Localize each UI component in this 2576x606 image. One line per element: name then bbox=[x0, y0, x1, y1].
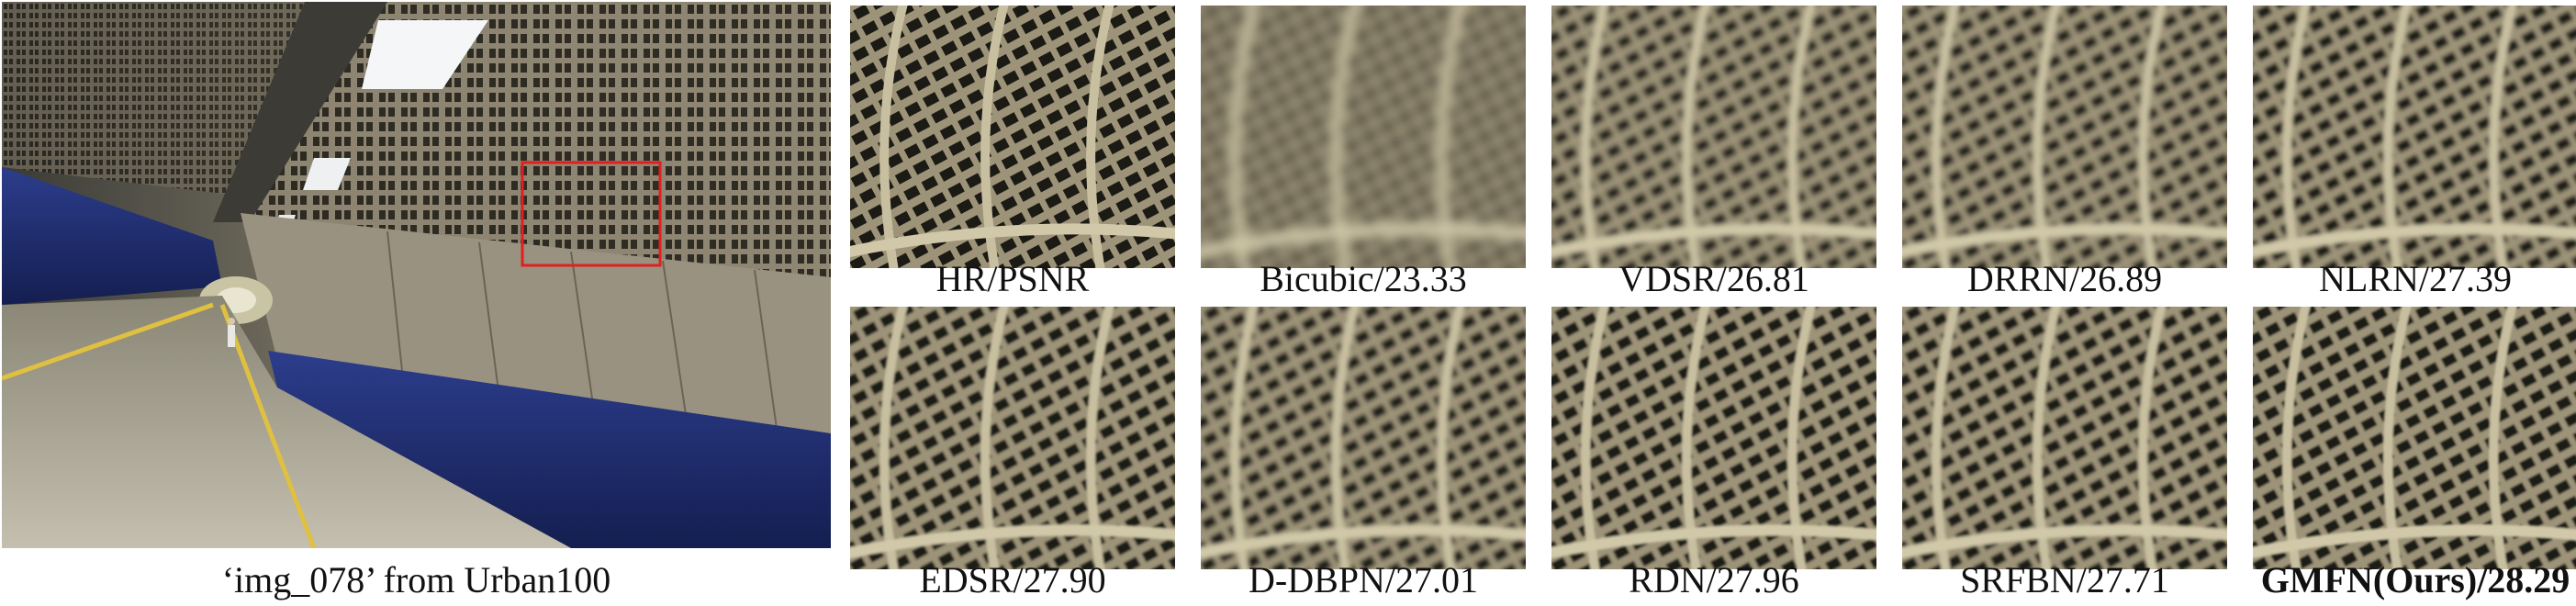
crop-image-ddbpn bbox=[1201, 307, 1526, 569]
crop-image-hr bbox=[850, 6, 1175, 268]
highlight-box bbox=[521, 161, 662, 267]
crop-caption-rdn: RDN/27.96 bbox=[1629, 559, 1799, 600]
crop-caption-srfbn: SRFBN/27.71 bbox=[1960, 559, 2169, 600]
crop-image-nlrn bbox=[2253, 6, 2576, 268]
crop-caption-drrn: DRRN/26.89 bbox=[1966, 258, 2163, 299]
crop-caption-bicubic: Bicubic/23.33 bbox=[1260, 258, 1467, 299]
crop-grille-edsr bbox=[850, 307, 1175, 569]
crop-grille-vdsr bbox=[1551, 6, 1876, 268]
crop-caption-edsr: EDSR/27.90 bbox=[919, 559, 1106, 600]
tunnel-scene bbox=[2, 2, 831, 548]
crop-grille-srfbn bbox=[1902, 307, 2227, 569]
crop-caption-nlrn: NLRN/27.39 bbox=[2319, 258, 2512, 299]
crop-image-drrn bbox=[1902, 6, 2227, 268]
main-image-caption: ‘img_078’ from Urban100 bbox=[221, 559, 611, 600]
crop-grille-drrn bbox=[1902, 6, 2227, 268]
crop-image-gmfn bbox=[2253, 307, 2576, 569]
crop-caption-hr: HR/PSNR bbox=[935, 258, 1090, 299]
main-image-tunnel bbox=[2, 2, 831, 548]
crop-grille-ddbpn bbox=[1201, 307, 1526, 569]
crop-caption-vdsr: VDSR/26.81 bbox=[1618, 258, 1809, 299]
crop-image-edsr bbox=[850, 307, 1175, 569]
crop-grille-rdn bbox=[1551, 307, 1876, 569]
crop-image-srfbn bbox=[1902, 307, 2227, 569]
crop-image-bicubic bbox=[1201, 6, 1526, 268]
crop-grille-gmfn bbox=[2253, 307, 2576, 569]
crop-grille-hr bbox=[850, 6, 1175, 268]
crop-grille-bicubic bbox=[1201, 6, 1526, 268]
crop-image-vdsr bbox=[1551, 6, 1876, 268]
crop-image-rdn bbox=[1551, 307, 1876, 569]
crop-grille-nlrn bbox=[2253, 6, 2576, 268]
crop-caption-ddbpn: D-DBPN/27.01 bbox=[1248, 559, 1479, 600]
crop-caption-gmfn: GMFN(Ours)/28.29 bbox=[2260, 559, 2570, 600]
